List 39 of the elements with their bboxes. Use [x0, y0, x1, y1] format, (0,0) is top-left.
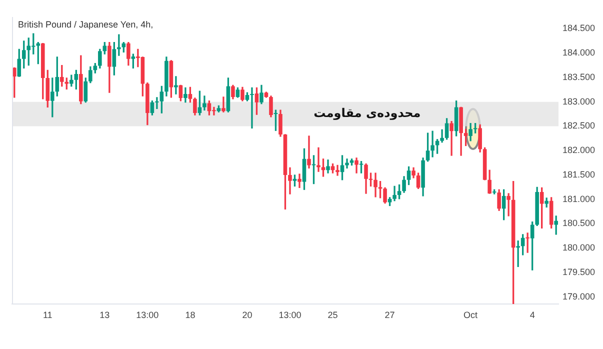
- candlestick: [354, 158, 358, 174]
- candlestick: [450, 121, 454, 156]
- y-tick-label: 179.000: [562, 291, 596, 302]
- y-tick-label: 183.000: [562, 96, 596, 106]
- x-tick-label: 13:00: [136, 310, 159, 320]
- candlestick: [307, 136, 311, 168]
- candlestick: [288, 167, 292, 194]
- candlestick: [202, 96, 206, 110]
- y-tick-label: 182.500: [562, 120, 596, 131]
- candlestick: [222, 96, 226, 112]
- y-tick-label: 180.500: [562, 218, 596, 228]
- y-tick-label: 181.000: [562, 194, 596, 204]
- x-tick-label: 13:00: [278, 310, 302, 320]
- y-tick-label: 184.500: [562, 23, 596, 34]
- candlestick: [506, 193, 510, 216]
- y-tick-label: 180.000: [562, 242, 596, 253]
- candlestick: [430, 130, 434, 158]
- y-tick-label: 181.500: [562, 169, 596, 180]
- x-tick-label: 13: [100, 310, 110, 320]
- candlestick: [250, 87, 254, 129]
- candlestick: [155, 97, 159, 109]
- y-tick-label: 184.000: [562, 48, 596, 58]
- x-tick-label: 25: [328, 310, 338, 320]
- y-tick-label: 183.500: [562, 72, 596, 82]
- x-tick-label: 18: [185, 310, 196, 320]
- x-tick-label: 11: [42, 310, 52, 320]
- band-label: محدوده‌ی مقاومت: [314, 106, 421, 120]
- x-tick-label: 27: [384, 310, 395, 320]
- x-tick-label: 20: [242, 310, 252, 320]
- x-tick-label: Oct: [464, 310, 478, 320]
- chart-title: British Pound / Japanese Yen, 4h,: [18, 19, 154, 30]
- candlestick: [298, 174, 302, 188]
- candlestick: [516, 240, 520, 267]
- candlestick: [316, 147, 320, 172]
- candlestick: [440, 129, 444, 143]
- y-tick-label: 182.000: [562, 145, 596, 156]
- y-tick-label: 179.500: [562, 266, 596, 277]
- x-tick-label: 4: [530, 310, 535, 320]
- candlestick: [336, 164, 340, 176]
